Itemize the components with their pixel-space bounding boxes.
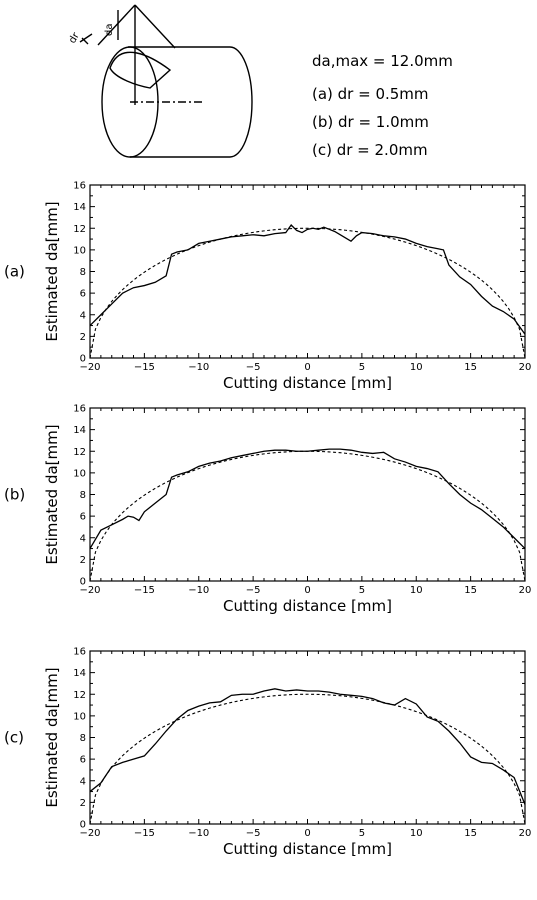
cylinder-diagram: [79, 4, 253, 158]
x-axis-label: Cutting distance [mm]: [223, 374, 392, 392]
y-tick-label: 2: [80, 332, 86, 343]
x-tick-label: 10: [410, 585, 423, 596]
x-tick-label: 10: [410, 362, 423, 373]
legend-line-c: (c) dr = 2.0mm: [312, 141, 428, 159]
x-tick-label: −10: [188, 585, 209, 596]
x-tick-label: −15: [134, 362, 155, 373]
dr-label: dr: [67, 30, 82, 45]
theoretical-curve: [89, 693, 526, 825]
x-tick-label: −20: [79, 585, 100, 596]
x-axis-label: Cutting distance [mm]: [223, 597, 392, 615]
x-tick-label: 5: [359, 828, 365, 839]
dr-marker: [79, 33, 93, 45]
y-tick-label: 8: [80, 490, 86, 501]
y-tick-label: 6: [80, 755, 86, 766]
x-tick-label: 15: [464, 585, 477, 596]
y-tick-label: 0: [80, 354, 86, 365]
y-tick-label: 2: [80, 555, 86, 566]
y-tick-label: 0: [80, 820, 86, 831]
y-tick-label: 10: [73, 711, 86, 722]
panel-label: (c): [4, 729, 24, 747]
chart-panel-3: −20 −15 −10 −5 0 5 10 15 20 0 2 4 6 8 10 12 14 16 Cutting …: [4, 647, 531, 859]
y-tick-label: 8: [80, 267, 86, 278]
y-tick-label: 10: [73, 245, 86, 256]
y-tick-label: 16: [73, 647, 86, 658]
y-tick-label: 8: [80, 733, 86, 744]
plot-frame: [89, 184, 526, 359]
x-axis-label: Cutting distance [mm]: [223, 840, 392, 858]
panel-label: (b): [4, 486, 25, 504]
blade-outline: [134, 4, 176, 105]
x-tick-label: 0: [304, 585, 310, 596]
x-tick-label: 5: [359, 362, 365, 373]
x-tick-label: −15: [134, 828, 155, 839]
x-tick-label: −15: [134, 585, 155, 596]
x-tick-label: −5: [246, 585, 261, 596]
y-axis-label: Estimated da[mm]: [43, 667, 61, 807]
x-tick-label: 15: [464, 362, 477, 373]
x-tick-label: −10: [188, 828, 209, 839]
y-tick-label: 14: [73, 425, 86, 436]
x-tick-label: 20: [519, 585, 532, 596]
x-tick-label: 15: [464, 828, 477, 839]
x-tick-label: 20: [519, 828, 532, 839]
y-tick-label: 6: [80, 289, 86, 300]
x-tick-label: 20: [519, 362, 532, 373]
cylinder-sides: [128, 46, 230, 158]
y-tick-label: 14: [73, 202, 86, 213]
x-tick-label: 10: [410, 828, 423, 839]
cylinder-back-face: [229, 46, 253, 158]
legend-line-a: (a) dr = 0.5mm: [312, 85, 429, 103]
legend-max-line: da,max = 12.0mm: [312, 52, 453, 70]
y-tick-label: 12: [73, 690, 86, 701]
chart-panel-1: −20 −15 −10 −5 0 5 10 15 20 0 2 4 6 8 10 12 14 16 Cutting …: [4, 181, 531, 393]
theoretical-curve: [89, 227, 526, 359]
x-tick-label: 0: [304, 362, 310, 373]
y-tick-label: 10: [73, 468, 86, 479]
x-tick-label: −5: [246, 828, 261, 839]
cut-profile: [109, 51, 172, 89]
chart-panels: −20 −15 −10 −5 0 5 10 15 200246810121416Cutting …: [4, 181, 531, 859]
legend-line-b: (b) dr = 1.0mm: [312, 113, 429, 131]
da-label: da: [104, 24, 115, 36]
plot-frame: [89, 650, 526, 825]
x-tick-label: 5: [359, 585, 365, 596]
x-tick-label: −10: [188, 362, 209, 373]
y-tick-label: 2: [80, 798, 86, 809]
y-tick-label: 4: [80, 776, 86, 787]
y-axis-label: Estimated da[mm]: [43, 424, 61, 564]
chart-panel-2: −20 −15 −10 −5 0 5 10 15 20 0 2 4 6 8 10 12 14 16 Cutting …: [4, 404, 531, 616]
y-tick-label: 12: [73, 224, 86, 235]
y-tick-label: 16: [73, 181, 86, 192]
panel-label: (a): [4, 263, 25, 281]
x-tick-label: −20: [79, 362, 100, 373]
blade-edge: [97, 4, 136, 46]
estimated-curve: [89, 688, 526, 805]
y-tick-label: 16: [73, 404, 86, 415]
x-tick-label: 0: [304, 828, 310, 839]
y-tick-label: 6: [80, 512, 86, 523]
x-tick-label: −5: [246, 362, 261, 373]
y-tick-label: 4: [80, 533, 86, 544]
estimated-curve: [89, 448, 526, 550]
y-tick-label: 12: [73, 447, 86, 458]
y-tick-label: 14: [73, 668, 86, 679]
y-tick-label: 0: [80, 577, 86, 588]
x-tick-label: −20: [79, 828, 100, 839]
theoretical-curve: [89, 450, 526, 582]
estimated-curve: [89, 224, 526, 335]
y-tick-label: 4: [80, 310, 86, 321]
y-axis-label: Estimated da[mm]: [43, 201, 61, 341]
